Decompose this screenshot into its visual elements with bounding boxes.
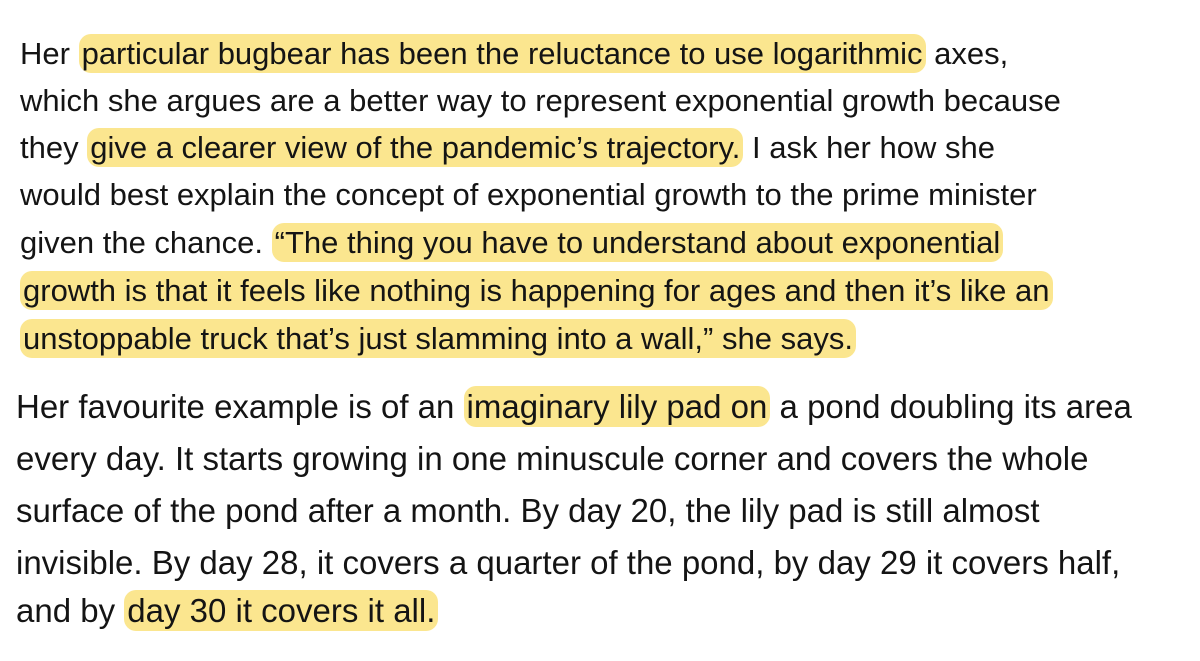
text-segment: a pond doubling its area — [770, 388, 1132, 425]
text-segment: invisible. By day 28, it covers a quarte… — [16, 544, 1121, 581]
highlighted-text[interactable]: give a clearer view of the pandemic’s tr… — [87, 128, 744, 167]
text-segment: I ask her how she — [743, 130, 995, 165]
highlighted-text[interactable]: growth is that it feels like nothing is … — [20, 271, 1053, 310]
paragraph-line: given the chance. “The thing you have to… — [20, 220, 1004, 266]
highlighted-text[interactable]: day 30 it covers it all. — [124, 590, 439, 631]
text-segment: Her favourite example is of an — [16, 388, 464, 425]
text-segment: and by — [16, 592, 125, 629]
paragraph-line: they give a clearer view of the pandemic… — [20, 125, 995, 171]
highlighted-text[interactable]: imaginary lily pad on — [463, 386, 771, 427]
paragraph-line: Her particular bugbear has been the relu… — [20, 31, 1008, 77]
text-segment: every day. It starts growing in one minu… — [16, 440, 1089, 477]
paragraph-line: Her favourite example is of an imaginary… — [16, 381, 1132, 433]
highlighted-text[interactable]: “The thing you have to understand about … — [271, 223, 1004, 262]
paragraph-line: which she argues are a better way to rep… — [20, 78, 1061, 124]
text-segment: which she argues are a better way to rep… — [20, 83, 1061, 118]
text-segment: surface of the pond after a month. By da… — [16, 492, 1040, 529]
paragraph-line: and by day 30 it covers it all. — [16, 585, 439, 637]
text-segment: would best explain the concept of expone… — [20, 177, 1037, 212]
paragraph-line: growth is that it feels like nothing is … — [20, 268, 1053, 314]
paragraph-line: unstoppable truck that’s just slamming i… — [20, 316, 856, 362]
highlighted-text[interactable]: unstoppable truck that’s just slamming i… — [20, 319, 856, 358]
text-segment: they — [20, 130, 88, 165]
highlighted-text[interactable]: particular bugbear has been the reluctan… — [78, 34, 926, 73]
paragraph-line: every day. It starts growing in one minu… — [16, 433, 1088, 485]
paragraph-line: would best explain the concept of expone… — [20, 172, 1037, 218]
paragraph-line: invisible. By day 28, it covers a quarte… — [16, 537, 1120, 589]
text-segment: given the chance. — [20, 225, 272, 260]
paragraph-line: surface of the pond after a month. By da… — [16, 485, 1040, 537]
text-segment: Her — [20, 36, 79, 71]
text-segment: axes, — [925, 36, 1009, 71]
